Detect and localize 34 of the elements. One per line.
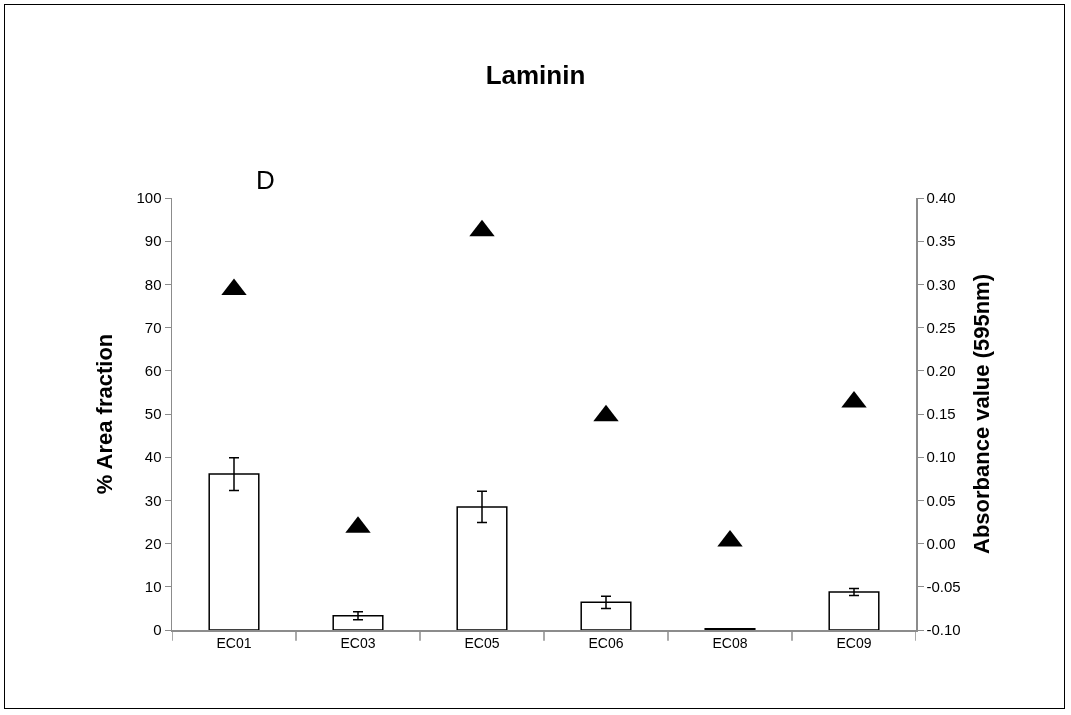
y2-tick-label: 0.05 <box>926 491 956 509</box>
y2-tick-label: 0.40 <box>926 189 956 207</box>
y-tick-label: 30 <box>144 491 162 509</box>
x-tick-label: EC03 <box>340 635 376 652</box>
y2-tick-label: 0.35 <box>926 232 956 250</box>
y-tick-label: 10 <box>144 578 162 596</box>
y2-tick-label: 0.20 <box>926 362 956 380</box>
y-tick-label: 20 <box>144 534 162 552</box>
x-tick-label: EC08 <box>712 635 748 652</box>
chart-title: Laminin <box>485 60 586 91</box>
y2-tick-label: -0.05 <box>926 578 961 596</box>
y2-tick-label: 0.00 <box>926 534 956 552</box>
y2-tick-label: -0.10 <box>926 621 961 639</box>
x-tick-label: EC09 <box>836 635 872 652</box>
y2-tick-label: 0.30 <box>926 275 956 293</box>
y-tick-label: 70 <box>144 318 162 336</box>
y2-tick-label: 0.25 <box>926 318 956 336</box>
y-axis-title: % Area fraction <box>91 333 117 495</box>
x-tick-label: EC05 <box>464 635 500 652</box>
y-tick-label: 40 <box>144 448 162 466</box>
y-tick-label: 80 <box>144 275 162 293</box>
y2-tick-label: 0.15 <box>926 405 956 423</box>
x-tick-label: EC06 <box>588 635 624 652</box>
y-tick-label: 100 <box>136 189 162 207</box>
y-tick-label: 90 <box>144 232 162 250</box>
bar <box>828 591 880 630</box>
y-tick-label: 60 <box>144 362 162 380</box>
y-tick-label: 50 <box>144 405 162 423</box>
y2-tick-label: 0.10 <box>926 448 956 466</box>
bar <box>332 614 384 630</box>
y-tick-label: 0 <box>153 621 162 639</box>
text: D <box>256 165 275 195</box>
x-tick-label: EC01 <box>216 635 252 652</box>
y2-axis-title: Absorbance value (595nm) <box>969 274 995 554</box>
